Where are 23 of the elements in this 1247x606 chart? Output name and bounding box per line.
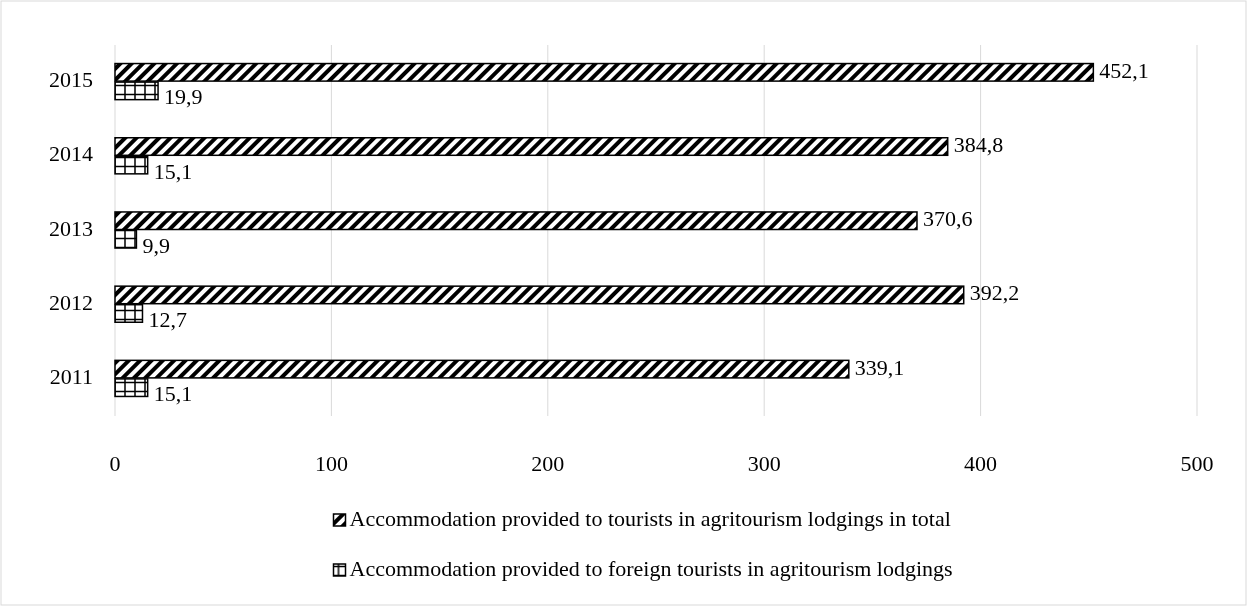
- data-label: 12,7: [148, 307, 187, 333]
- y-tick-label: 2012: [49, 289, 93, 315]
- data-label: 9,9: [142, 232, 170, 258]
- data-label: 15,1: [153, 381, 193, 407]
- y-tick-label: 2014: [49, 141, 93, 167]
- x-tick-label: 400: [964, 451, 998, 476]
- x-tick-label: 100: [314, 451, 348, 476]
- data-label: 15,1: [153, 158, 193, 184]
- legend-label: Accommodation provided to foreign tourists in agritourism lodgings: [349, 556, 953, 582]
- data-label: 370,6: [922, 206, 973, 232]
- y-tick-label: 2011: [49, 363, 93, 389]
- x-tick-label: 300: [747, 451, 781, 476]
- x-tick-label: 500: [1180, 451, 1214, 476]
- data-label: 392,2: [969, 280, 1020, 306]
- data-label: 339,1: [854, 354, 905, 380]
- data-label: 384,8: [953, 132, 1004, 158]
- data-label: 452,1: [1099, 57, 1149, 83]
- y-tick-label: 2013: [49, 215, 93, 241]
- legend-label: Accommodation provided to tourists in agritourism lodgings in total: [349, 506, 951, 532]
- x-tick-label: 200: [531, 451, 565, 476]
- data-label: 19,9: [164, 84, 203, 110]
- y-tick-label: 2015: [49, 67, 93, 93]
- x-tick-label: 0: [109, 451, 121, 476]
